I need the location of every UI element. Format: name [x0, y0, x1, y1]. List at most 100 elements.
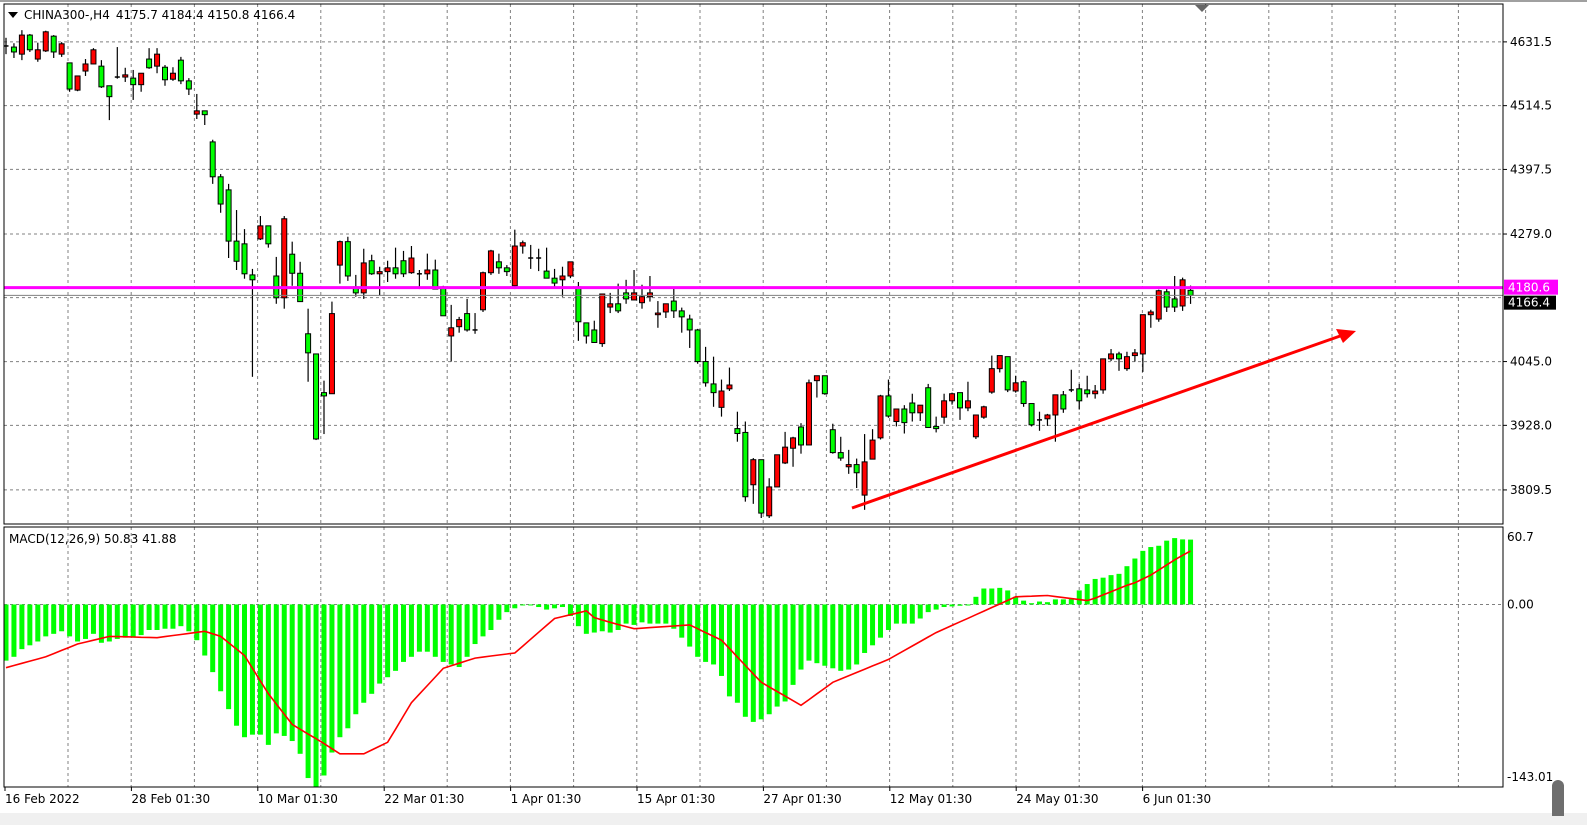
candle: [273, 256, 280, 304]
scrollbar-thumb[interactable]: [1552, 780, 1564, 816]
candle-body: [82, 63, 89, 72]
macd-histogram-bar: [432, 604, 438, 657]
candle: [1179, 277, 1186, 311]
macd-histogram-bar: [512, 604, 518, 609]
candle: [726, 367, 733, 392]
candle: [456, 316, 463, 333]
time-axis-label: 15 Apr 01:30: [637, 792, 715, 806]
candle: [1004, 356, 1011, 393]
candle-body: [718, 390, 725, 408]
macd-histogram-bar: [98, 604, 104, 643]
candle: [686, 314, 693, 348]
macd-histogram-bar: [599, 604, 605, 632]
candle: [519, 240, 526, 254]
macd-histogram-bar: [424, 604, 430, 652]
macd-histogram-bar: [663, 604, 669, 624]
macd-histogram-bar: [122, 604, 128, 638]
axes: 4631.5 4514.5 4397.5 4279.0 4045.0 3928.0 3809…: [0, 0, 1587, 806]
candle-body: [384, 267, 391, 273]
macd-histogram-bar: [35, 604, 41, 642]
candle-body: [1004, 356, 1011, 391]
candle: [138, 72, 145, 92]
candle: [233, 210, 240, 270]
candle-body: [50, 35, 57, 53]
candle-body: [678, 310, 685, 318]
macd-histogram-bar: [949, 604, 955, 607]
macd-histogram-bar: [583, 604, 589, 634]
macd-histogram-bar: [186, 604, 192, 632]
candle-body: [464, 313, 471, 331]
macd-histogram-bar: [401, 604, 406, 662]
macd-histogram-bar: [480, 604, 486, 637]
candle: [185, 78, 192, 96]
candle-body: [177, 59, 184, 82]
grid: [4, 4, 1503, 787]
macd-histogram-bar: [496, 604, 502, 620]
candle-body: [313, 353, 320, 440]
time-axis-label: 12 May 01:30: [890, 792, 972, 806]
candle: [42, 30, 49, 52]
candle: [988, 355, 995, 394]
macd-histogram-bar: [520, 604, 526, 606]
candle-body: [257, 225, 264, 240]
ohlc-values: 4175.7 4184.4 4150.8 4166.4: [115, 8, 296, 22]
macd-histogram-bar: [1060, 599, 1066, 605]
candle: [670, 287, 677, 318]
macd-histogram-bar: [925, 604, 931, 613]
candle-body: [1052, 394, 1059, 416]
candle: [551, 268, 558, 288]
triangle-down-icon[interactable]: [8, 12, 18, 18]
candle-body: [154, 53, 161, 67]
macd-histogram-bar: [750, 604, 756, 722]
candle-body: [726, 384, 733, 390]
candle: [623, 279, 630, 304]
candle: [1068, 369, 1074, 393]
candle: [829, 423, 836, 454]
candle-body: [607, 303, 614, 308]
candle-body: [424, 269, 431, 275]
macd-histogram-bar: [273, 604, 279, 734]
macd-histogram-bar: [369, 604, 375, 694]
candle: [392, 247, 399, 279]
macd-histogram-bar: [297, 604, 303, 754]
macd-histogram-bar: [989, 588, 995, 605]
candle: [758, 459, 765, 519]
candle: [487, 249, 494, 275]
candle-body: [790, 437, 797, 449]
candle-body: [662, 303, 669, 313]
time-axis-label: 6 Jun 01:30: [1143, 792, 1212, 806]
candle: [82, 59, 89, 76]
macd-histogram-bar: [3, 604, 9, 661]
candle-body: [281, 218, 288, 299]
candle: [1076, 383, 1083, 410]
macd-histogram-bar: [305, 604, 311, 779]
candle-body: [503, 267, 510, 273]
candle-body: [1076, 388, 1083, 402]
candle: [321, 380, 327, 435]
candle: [694, 328, 701, 364]
macd-histogram-bar: [790, 604, 796, 685]
candle: [1044, 413, 1051, 426]
candle-body: [702, 361, 709, 384]
candle-body: [543, 270, 550, 279]
candle: [289, 241, 296, 286]
candle-body: [980, 406, 987, 418]
candle-body: [440, 286, 447, 317]
macd-histogram-bar: [242, 604, 247, 738]
candle-body: [1108, 353, 1115, 360]
candle-body: [1028, 403, 1035, 426]
price-axis-label: 4045.0: [1510, 355, 1552, 369]
candle-body: [480, 272, 486, 311]
chart-objects: [4, 5, 1503, 510]
candle: [996, 355, 1003, 373]
macd-histogram-bar: [377, 604, 383, 684]
macd-histogram-bar: [1076, 590, 1082, 605]
candle-body: [861, 461, 868, 496]
candle: [209, 139, 216, 184]
macd-histogram-bar: [830, 604, 836, 669]
candle: [328, 301, 335, 395]
candle-body: [829, 429, 836, 454]
candle-body: [957, 392, 963, 409]
candle: [313, 353, 320, 441]
